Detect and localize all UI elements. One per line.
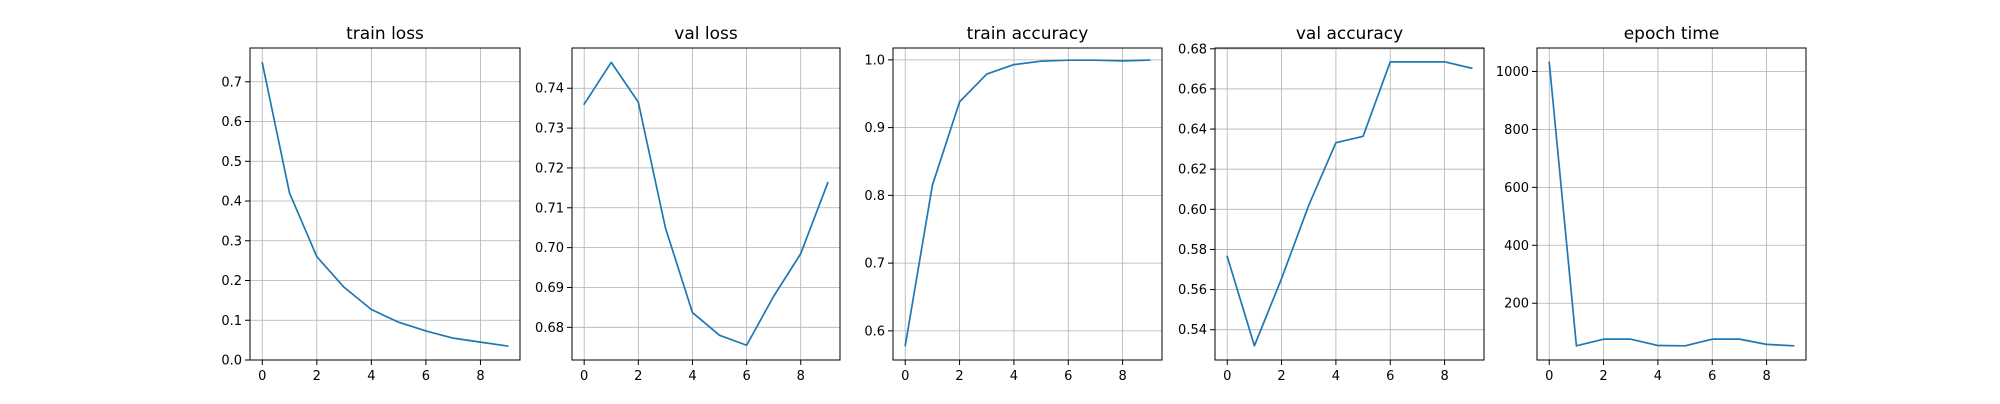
val-accuracy-y-tick-label: 0.60 — [1178, 203, 1207, 218]
val-accuracy-x-tick-label: 8 — [1440, 369, 1448, 384]
val-accuracy-y-tick-label: 0.68 — [1178, 42, 1207, 57]
val-accuracy-x-tick-label: 0 — [1223, 369, 1231, 384]
epoch-time-title: epoch time — [1624, 24, 1720, 44]
val-loss-axes-frame — [571, 47, 841, 361]
val-loss-title: val loss — [674, 24, 738, 44]
train-accuracy-title: train accuracy — [967, 24, 1089, 44]
epoch-time-x-tick-label: 8 — [1762, 369, 1770, 384]
val-accuracy-series-line — [1226, 60, 1473, 347]
val-accuracy-y-tick-label: 0.62 — [1178, 163, 1207, 178]
epoch-time-y-tick-label: 200 — [1504, 297, 1529, 312]
val-loss-x-tick-label: 4 — [688, 369, 696, 384]
val-accuracy-x-tick-label: 2 — [1277, 369, 1285, 384]
epoch-time-x-tick-label: 0 — [1545, 369, 1553, 384]
train-loss-y-tick-label: 0.3 — [221, 234, 242, 249]
train-accuracy-y-tick-label: 0.6 — [864, 324, 885, 339]
train-loss-y-tick-label: 0.2 — [221, 274, 242, 289]
train-accuracy-x-tick-label: 0 — [901, 369, 909, 384]
epoch-time-axes-frame — [1536, 47, 1807, 361]
epoch-time-y-tick-label: 600 — [1504, 181, 1529, 196]
train-loss-y-tick-label: 0.4 — [221, 195, 242, 210]
train-loss-series-line — [261, 61, 509, 347]
epoch-time-x-tick-label: 2 — [1599, 369, 1607, 384]
train-loss-y-tick-label: 0.7 — [221, 75, 242, 90]
train-accuracy-chart: 0 2 4 6 8 0.6 0.7 0.8 0.9 1.0 train accuracy — [864, 24, 1163, 384]
train-accuracy-y-tick-label: 0.7 — [864, 257, 885, 272]
train-loss-x-tick-label: 0 — [258, 369, 266, 384]
train-loss-x-tick-label: 8 — [476, 369, 484, 384]
val-accuracy-chart: 0 2 4 6 8 0.54 0.56 0.58 0.60 0.62 0.64 0.66 0.68 val… — [1178, 24, 1485, 384]
val-loss-y-tick-label: 0.71 — [535, 201, 564, 216]
val-accuracy-axes-frame — [1214, 47, 1485, 361]
val-accuracy-y-tick-label: 0.66 — [1178, 82, 1207, 97]
train-loss-y-tick-label: 0.1 — [221, 314, 242, 329]
train-accuracy-x-tick-label: 8 — [1118, 369, 1126, 384]
train-accuracy-y-tick-label: 1.0 — [864, 53, 885, 68]
val-accuracy-x-tick-label: 4 — [1332, 369, 1340, 384]
val-accuracy-y-tick-label: 0.64 — [1178, 123, 1207, 138]
train-loss-y-tick-label: 0.0 — [221, 354, 242, 369]
val-loss-series-line — [583, 61, 829, 347]
epoch-time-y-tick-label: 1000 — [1496, 65, 1529, 80]
val-accuracy-title: val accuracy — [1296, 24, 1403, 44]
train-loss-y-tick-label: 0.5 — [221, 155, 242, 170]
val-loss-x-tick-label: 8 — [797, 369, 805, 384]
train-loss-y-tick-label: 0.6 — [221, 115, 242, 130]
train-loss-title: train loss — [346, 24, 424, 44]
val-loss-y-tick-label: 0.72 — [535, 161, 564, 176]
val-loss-y-tick-label: 0.70 — [535, 241, 564, 256]
val-loss-chart: 0 2 4 6 8 0.68 0.69 0.70 0.71 0.72 0.73 0.74 val los… — [535, 24, 841, 384]
val-loss-y-tick-label: 0.68 — [535, 321, 564, 336]
val-loss-x-tick-label: 2 — [634, 369, 642, 384]
val-accuracy-y-tick-label: 0.56 — [1178, 283, 1207, 298]
train-loss-x-tick-label: 6 — [422, 369, 430, 384]
train-accuracy-y-tick-label: 0.9 — [864, 121, 885, 136]
val-loss-x-tick-label: 0 — [580, 369, 588, 384]
epoch-time-x-tick-label: 4 — [1654, 369, 1662, 384]
train-accuracy-series-line — [904, 59, 1151, 347]
epoch-time-y-tick-label: 800 — [1504, 123, 1529, 138]
val-accuracy-y-tick-label: 0.54 — [1178, 323, 1207, 338]
train-accuracy-axes-frame — [892, 47, 1163, 361]
epoch-time-chart: 0 2 4 6 8 200 400 600 800 1000 epoch time — [1496, 24, 1807, 384]
val-loss-y-tick-label: 0.74 — [535, 82, 564, 97]
val-accuracy-y-tick-label: 0.58 — [1178, 243, 1207, 258]
train-accuracy-y-tick-label: 0.8 — [864, 189, 885, 204]
train-accuracy-x-tick-label: 6 — [1064, 369, 1072, 384]
train-accuracy-x-tick-label: 4 — [1010, 369, 1018, 384]
epoch-time-series-line — [1548, 61, 1795, 347]
train-loss-x-tick-label: 2 — [313, 369, 321, 384]
train-accuracy-x-tick-label: 2 — [955, 369, 963, 384]
val-accuracy-x-tick-label: 6 — [1386, 369, 1394, 384]
train-loss-axes-frame — [249, 47, 521, 361]
epoch-time-y-tick-label: 400 — [1504, 239, 1529, 254]
val-loss-y-tick-label: 0.73 — [535, 122, 564, 137]
train-loss-chart: 0 2 4 6 8 0.0 0.1 0.2 0.3 0.4 0.5 0.6 0.7 train loss — [221, 24, 521, 384]
val-loss-x-tick-label: 6 — [742, 369, 750, 384]
epoch-time-x-tick-label: 6 — [1708, 369, 1716, 384]
val-loss-y-tick-label: 0.69 — [535, 281, 564, 296]
train-loss-x-tick-label: 4 — [367, 369, 375, 384]
